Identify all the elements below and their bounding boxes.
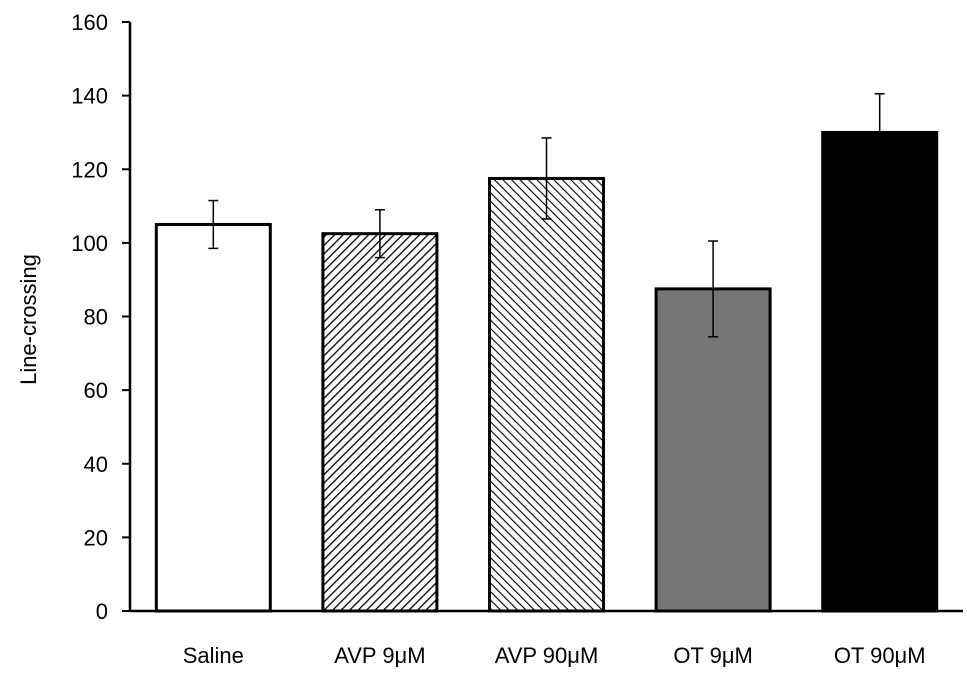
y-tick-label: 40 (84, 452, 108, 477)
x-tick-label: AVP 9μM (334, 643, 425, 668)
bar-4 (821, 130, 939, 613)
y-tick-label: 60 (84, 378, 108, 403)
error-bar-0 (208, 199, 219, 250)
y-tick-label: 160 (71, 10, 108, 35)
error-bar-3 (708, 240, 719, 338)
error-bar-1 (374, 208, 385, 259)
y-tick-label: 100 (71, 231, 108, 256)
y-tick-label: 0 (96, 599, 108, 624)
error-bar-4 (874, 93, 885, 172)
y-tick-label: 140 (71, 84, 108, 109)
x-tick-label: OT 90μM (834, 643, 926, 668)
y-axis-ticks: 0 20 40 60 80 100 120 140 160 (71, 10, 130, 624)
y-tick-label: 80 (84, 305, 108, 330)
y-tick-label: 120 (71, 157, 108, 182)
bar-0 (154, 222, 272, 613)
bars (154, 93, 939, 613)
x-tick-label: Saline (183, 643, 244, 668)
bar-1 (321, 232, 439, 613)
x-tick-label: AVP 90μM (495, 643, 599, 668)
bar-2 (488, 176, 605, 613)
y-axis-title: Line-crossing (16, 254, 41, 385)
x-tick-label: OT 9μM (673, 643, 753, 668)
x-axis-labels: Saline AVP 9μM AVP 90μM OT 9μM OT 90μM (183, 643, 926, 668)
error-bar-2 (541, 137, 552, 220)
y-tick-label: 20 (84, 525, 108, 550)
